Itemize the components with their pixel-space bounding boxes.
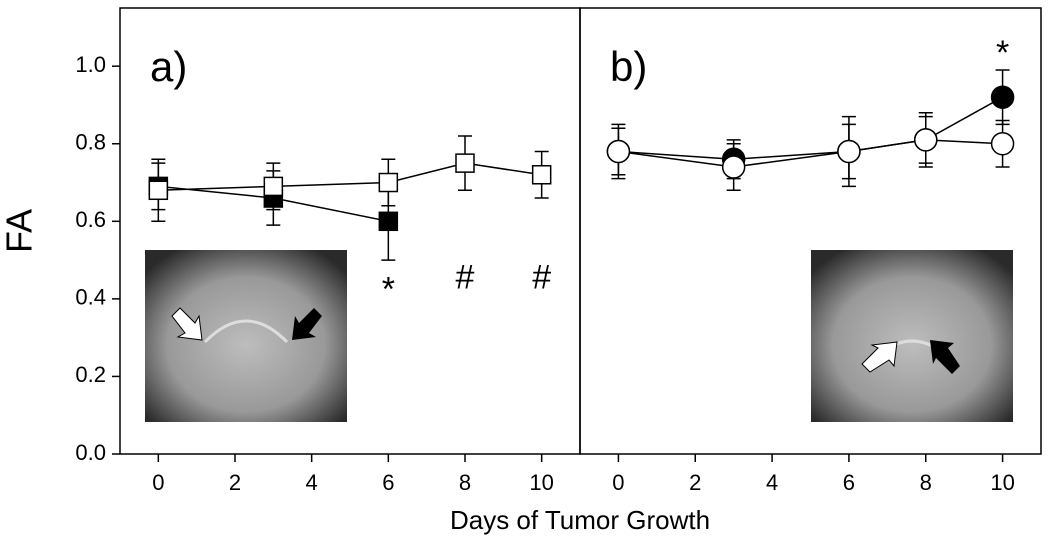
x-tick-label: 8	[459, 470, 471, 495]
annotation: #	[532, 258, 551, 296]
x-tick-label: 2	[689, 470, 701, 495]
marker	[914, 128, 938, 152]
annotation: *	[382, 270, 395, 308]
series-line	[158, 162, 542, 192]
x-tick-label: 0	[152, 470, 164, 495]
marker	[721, 155, 746, 179]
panel-label: a)	[150, 43, 187, 90]
y-tick-label: 0.0	[75, 440, 106, 465]
x-tick-label: 0	[612, 470, 624, 495]
marker	[378, 172, 399, 193]
x-tick-label: 2	[229, 470, 241, 495]
marker	[837, 139, 861, 164]
y-tick-label: 1.0	[75, 52, 106, 77]
marker	[263, 176, 284, 197]
marker	[148, 180, 169, 201]
marker	[455, 153, 475, 173]
annotation: #	[456, 258, 475, 296]
y-tick-label: 0.6	[75, 207, 106, 232]
x-tick-label: 8	[920, 470, 932, 495]
x-tick-label: 4	[306, 470, 318, 495]
series-line	[618, 96, 1003, 161]
plot-frame	[579, 7, 1042, 455]
x-axis-label: Days of Tumor Growth	[450, 505, 710, 535]
inset-image	[145, 250, 347, 422]
x-tick-label: 6	[382, 470, 394, 495]
marker	[990, 85, 1015, 109]
inset-image	[811, 250, 1013, 422]
y-tick-label: 0.2	[75, 362, 106, 387]
y-tick-label: 0.4	[75, 285, 106, 310]
annotation: *	[996, 34, 1009, 72]
y-tick-label: 0.8	[75, 130, 106, 155]
panel-label: b)	[610, 43, 647, 90]
marker	[990, 131, 1015, 156]
x-tick-label: 6	[843, 470, 855, 495]
marker	[606, 139, 631, 164]
y-axis-label: FA	[0, 209, 40, 253]
x-tick-label: 4	[766, 470, 778, 495]
x-tick-label: 10	[529, 470, 553, 495]
marker	[531, 165, 552, 185]
x-tick-label: 10	[990, 470, 1014, 495]
marker	[378, 211, 399, 232]
